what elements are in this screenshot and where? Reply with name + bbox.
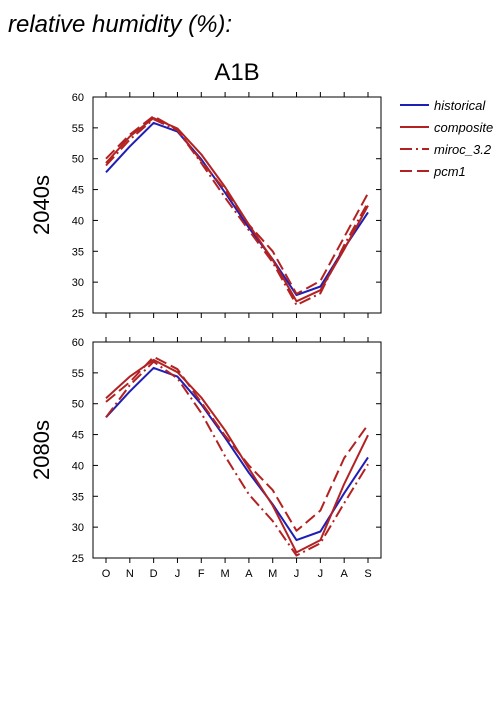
series-line-2080s-miroc-3-2	[105, 360, 369, 557]
legend: historical composite miroc_3.2 pcm1	[400, 98, 493, 179]
y-tick-label-2080s-25: 25	[72, 553, 84, 565]
y-tick-label-2040s-30: 30	[72, 277, 84, 289]
axes-2080s: 25 30 35 40 45 50 55 60 O N D J F M A M J J A S	[72, 337, 381, 580]
plot-frame-2040s	[92, 96, 382, 314]
plot-2040s: 25 30 35 40 45 50 55 60 2040s	[29, 92, 382, 320]
x-tick-label-1: N	[126, 568, 134, 580]
axes-2040s: 25 30 35 40 45 50 55 60	[72, 92, 381, 320]
page-title: relative humidity (%):	[8, 11, 232, 38]
row-label-2080s: 2080s	[29, 420, 54, 480]
y-tick-label-2040s-60: 60	[72, 92, 84, 104]
x-tick-label-10: A	[341, 568, 349, 580]
y-tick-label-2080s-55: 55	[72, 368, 84, 380]
legend-label-miroc-3-2: miroc_3.2	[434, 142, 492, 157]
y-tick-label-2080s-35: 35	[72, 491, 84, 503]
legend-label-historical: historical	[434, 98, 486, 113]
y-tick-label-2080s-60: 60	[72, 337, 84, 349]
y-tick-label-2040s-25: 25	[72, 308, 84, 320]
y-tick-label-2040s-40: 40	[72, 215, 84, 227]
y-tick-label-2080s-30: 30	[72, 522, 84, 534]
x-tick-label-2: D	[150, 568, 158, 580]
panel-title: A1B	[214, 59, 259, 86]
x-tick-label-11: S	[364, 568, 371, 580]
series-line-2080s-historical	[105, 366, 369, 542]
y-tick-label-2040s-55: 55	[72, 123, 84, 135]
x-tick-label-4: F	[198, 568, 205, 580]
y-tick-label-2080s-45: 45	[72, 430, 84, 442]
y-tick-label-2040s-50: 50	[72, 154, 84, 166]
x-tick-label-9: J	[318, 568, 324, 580]
plot-frame-2080s	[92, 341, 382, 559]
y-tick-label-2040s-45: 45	[72, 185, 84, 197]
x-tick-label-7: M	[268, 568, 277, 580]
y-tick-label-2080s-50: 50	[72, 399, 84, 411]
lines-2080s	[105, 355, 369, 557]
series-line-2040s-miroc-3-2	[105, 118, 369, 306]
legend-label-pcm1: pcm1	[433, 164, 466, 179]
y-tick-label-2040s-35: 35	[72, 246, 84, 258]
plot-2080s: 25 30 35 40 45 50 55 60 O N D J F M A M J J A S 2080s	[29, 337, 382, 580]
row-label-2040s: 2040s	[29, 175, 54, 235]
series-line-2040s-pcm1	[105, 115, 369, 295]
x-tick-label-8: J	[294, 568, 300, 580]
x-tick-label-3: J	[175, 568, 181, 580]
x-tick-label-0: O	[102, 568, 111, 580]
y-tick-label-2080s-40: 40	[72, 460, 84, 472]
x-tick-label-5: M	[221, 568, 230, 580]
series-line-2080s-pcm1	[105, 355, 369, 532]
x-tick-label-6: A	[245, 568, 253, 580]
series-line-2040s-historical	[105, 121, 369, 297]
lines-2040s	[105, 115, 369, 306]
legend-label-composite: composite	[434, 120, 493, 135]
